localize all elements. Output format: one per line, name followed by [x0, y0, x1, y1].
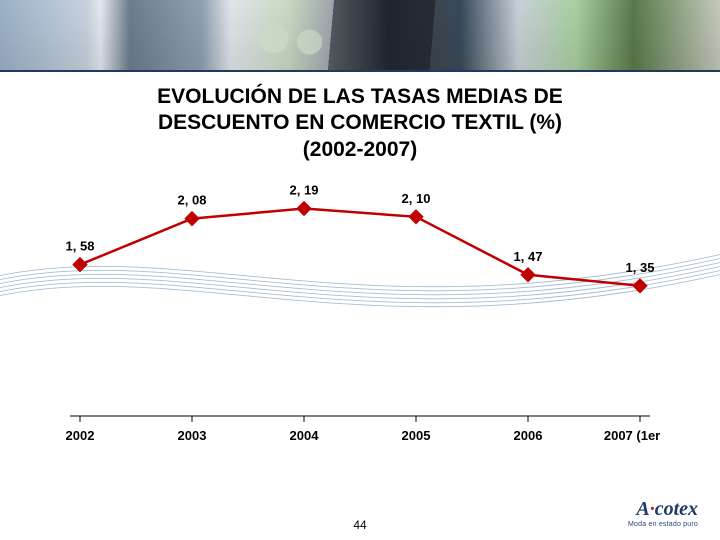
page-number: 44 [0, 518, 720, 532]
header-banner-decoration [0, 0, 720, 70]
value-label: 1, 58 [66, 239, 95, 254]
value-label: 1, 47 [514, 249, 543, 264]
x-axis-label: 2004 [290, 428, 320, 443]
logo-subtext: Moda en estado puro [628, 521, 698, 528]
data-marker [409, 210, 423, 224]
x-axis-label: 2007 (1er T) [604, 428, 660, 443]
value-label: 1, 35 [626, 260, 655, 275]
slide-title: EVOLUCIÓN DE LAS TASAS MEDIAS DE DESCUEN… [0, 84, 720, 163]
page-number-text: 44 [353, 518, 366, 532]
value-label: 2, 19 [290, 183, 319, 198]
line-chart-svg: 2002 2003 2004 2005 2006 2007 (1er T) 1, 58 2, … [60, 180, 660, 460]
slide-root: EVOLUCIÓN DE LAS TASAS MEDIAS DE DESCUEN… [0, 0, 720, 540]
value-label: 2, 08 [178, 193, 207, 208]
data-marker [297, 202, 311, 216]
data-marker [73, 258, 87, 272]
title-line-2: DESCUENTO EN COMERCIO TEXTIL (%) [158, 111, 562, 134]
x-axis-label: 2002 [66, 428, 95, 443]
data-marker [521, 268, 535, 282]
line-chart: 2002 2003 2004 2005 2006 2007 (1er T) 1, 58 2, … [60, 180, 660, 460]
series-line [80, 209, 640, 286]
x-axis-label: 2003 [178, 428, 207, 443]
header-banner [0, 0, 720, 72]
data-marker [185, 212, 199, 226]
logo-text: A·cotex [628, 498, 698, 521]
footer-logo: A·cotex Moda en estado puro [628, 498, 698, 528]
x-axis-label: 2005 [402, 428, 431, 443]
x-axis-label: 2006 [514, 428, 543, 443]
value-label: 2, 10 [402, 191, 431, 206]
data-marker [633, 279, 647, 293]
title-line-1: EVOLUCIÓN DE LAS TASAS MEDIAS DE [157, 85, 563, 108]
title-line-3: (2002-2007) [303, 138, 417, 161]
